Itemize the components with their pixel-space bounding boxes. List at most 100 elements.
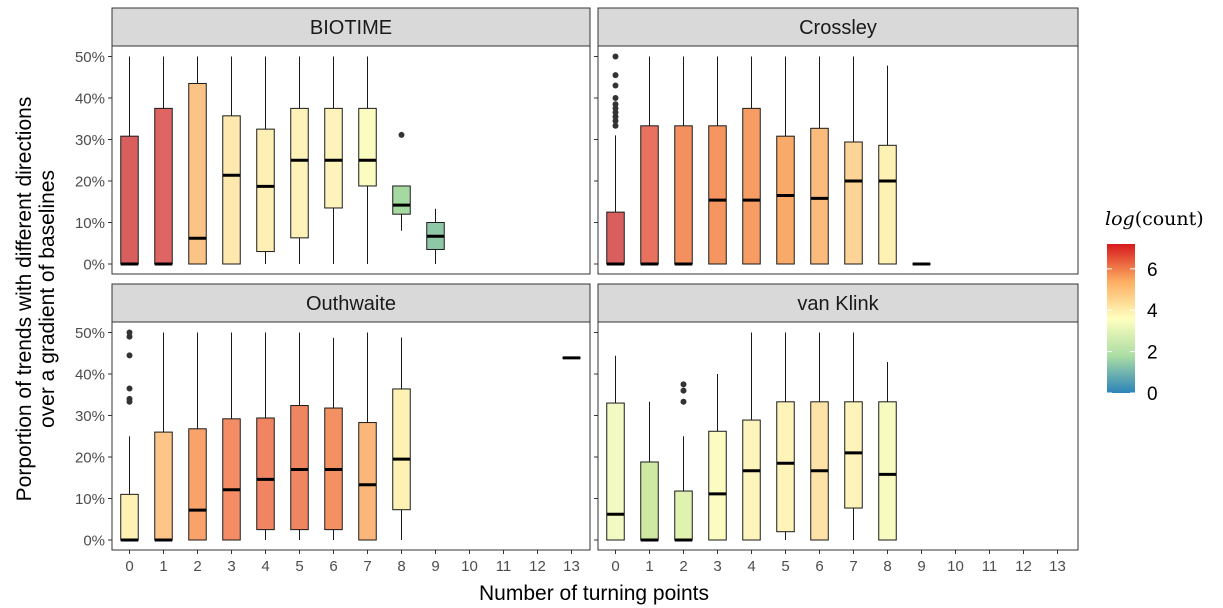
colorbar-legend: log(count) 0 2 4 6 (1105, 208, 1204, 405)
y-tick-label: 30% (75, 132, 105, 149)
box-x-7 (844, 332, 863, 540)
box-x-8 (392, 337, 411, 540)
box-iqr (606, 211, 625, 265)
y-tick-label: 20% (75, 174, 105, 191)
x-tick-label: 4 (747, 558, 755, 575)
y-tick-label: 40% (75, 91, 105, 108)
outlier-point (126, 329, 133, 336)
box-x-8 (878, 361, 897, 541)
outlier-point (612, 53, 619, 60)
box-iqr (606, 402, 625, 541)
box-x-9 (426, 208, 445, 264)
box-iqr (776, 135, 795, 265)
box-iqr (324, 107, 343, 209)
box-x-1 (640, 401, 659, 542)
outlier-point (680, 387, 687, 394)
box-x-6 (324, 337, 343, 540)
box-iqr (358, 422, 377, 541)
box-x-6 (324, 56, 343, 264)
box-iqr (392, 185, 411, 215)
box-iqr (120, 135, 139, 265)
box-x-5 (290, 56, 309, 264)
panel-biotime: BIOTIME 0% 10% 20% 30% 40% 50% (75, 7, 591, 275)
box-iqr (188, 428, 207, 541)
outlier-point (612, 82, 619, 89)
x-tick-label: 9 (431, 558, 439, 575)
plot-panel (597, 321, 1079, 551)
x-axis-title: Number of turning points (479, 582, 709, 605)
box-x-0 (606, 53, 625, 266)
colorbar-tick-label: 6 (1147, 260, 1158, 281)
box-iqr (844, 401, 863, 509)
box-x-4 (742, 56, 761, 265)
box-iqr (154, 107, 173, 265)
y-tick-label: 0% (83, 533, 105, 550)
y-tick-label: 10% (75, 215, 105, 232)
x-tick-label: 7 (849, 558, 857, 575)
facet-title: Crossley (799, 17, 877, 39)
x-tick-label: 0 (611, 558, 619, 575)
box-x-4 (256, 56, 275, 264)
colorbar-tick-label: 0 (1147, 384, 1158, 405)
x-tick-label: 5 (781, 558, 789, 575)
box-iqr (776, 401, 795, 533)
x-tick-label: 13 (563, 558, 580, 575)
y-axis-title-line: over a gradient of baselines (36, 170, 59, 428)
x-tick-label: 8 (397, 558, 405, 575)
box-x-3 (222, 56, 241, 265)
facet-title: BIOTIME (310, 17, 392, 39)
box-x-0 (606, 355, 625, 541)
box-iqr (640, 125, 659, 265)
box-x-4 (742, 332, 761, 541)
box-iqr (256, 128, 275, 253)
outlier-point (612, 95, 619, 101)
box-x-4 (256, 332, 275, 540)
x-tick-label: 1 (159, 558, 167, 575)
y-tick-label: 10% (75, 491, 105, 508)
outlier-point (612, 72, 619, 79)
box-iqr (878, 144, 897, 265)
box-x-3 (708, 374, 727, 541)
box-x-2 (188, 56, 207, 265)
box-iqr (844, 141, 863, 265)
box-x-6 (810, 332, 829, 541)
y-axis-title-line: Porportion of trends with different dire… (13, 97, 36, 502)
box-iqr (290, 405, 309, 531)
x-tick-label: 11 (496, 558, 512, 575)
outlier-point (612, 113, 619, 120)
outlier-point (126, 333, 133, 340)
y-tick-label: 50% (75, 325, 105, 342)
box-x-7 (358, 56, 377, 264)
box-iqr (222, 418, 241, 541)
outlier-point (126, 385, 133, 392)
box-iqr (742, 419, 761, 541)
box-iqr (358, 107, 377, 187)
x-tick-label: 1 (645, 558, 653, 575)
x-tick-label: 5 (295, 558, 303, 575)
x-tick-label: 13 (1049, 558, 1066, 575)
box-x-2 (188, 332, 207, 541)
y-tick-label: 20% (75, 450, 105, 467)
outlier-point (612, 117, 619, 124)
x-tick-label: 7 (363, 558, 371, 575)
y-tick-label: 30% (75, 408, 105, 425)
outlier-point (126, 352, 133, 359)
box-x-1 (154, 56, 173, 266)
x-tick-label: 6 (815, 558, 823, 575)
x-tick-label: 2 (193, 558, 201, 575)
box-x-3 (222, 332, 241, 541)
outlier-point (680, 398, 687, 405)
x-tick-label: 4 (261, 558, 269, 575)
outlier-point (680, 381, 687, 388)
y-tick-label: 0% (83, 257, 105, 274)
outlier-point (612, 105, 619, 112)
box-x-0 (120, 329, 139, 542)
box-iqr (674, 490, 693, 541)
box-iqr (120, 493, 139, 541)
outlier-point (612, 101, 619, 108)
x-tick-label: 10 (947, 558, 964, 575)
legend-title-count: (count) (1135, 208, 1204, 230)
box-iqr (290, 107, 309, 239)
